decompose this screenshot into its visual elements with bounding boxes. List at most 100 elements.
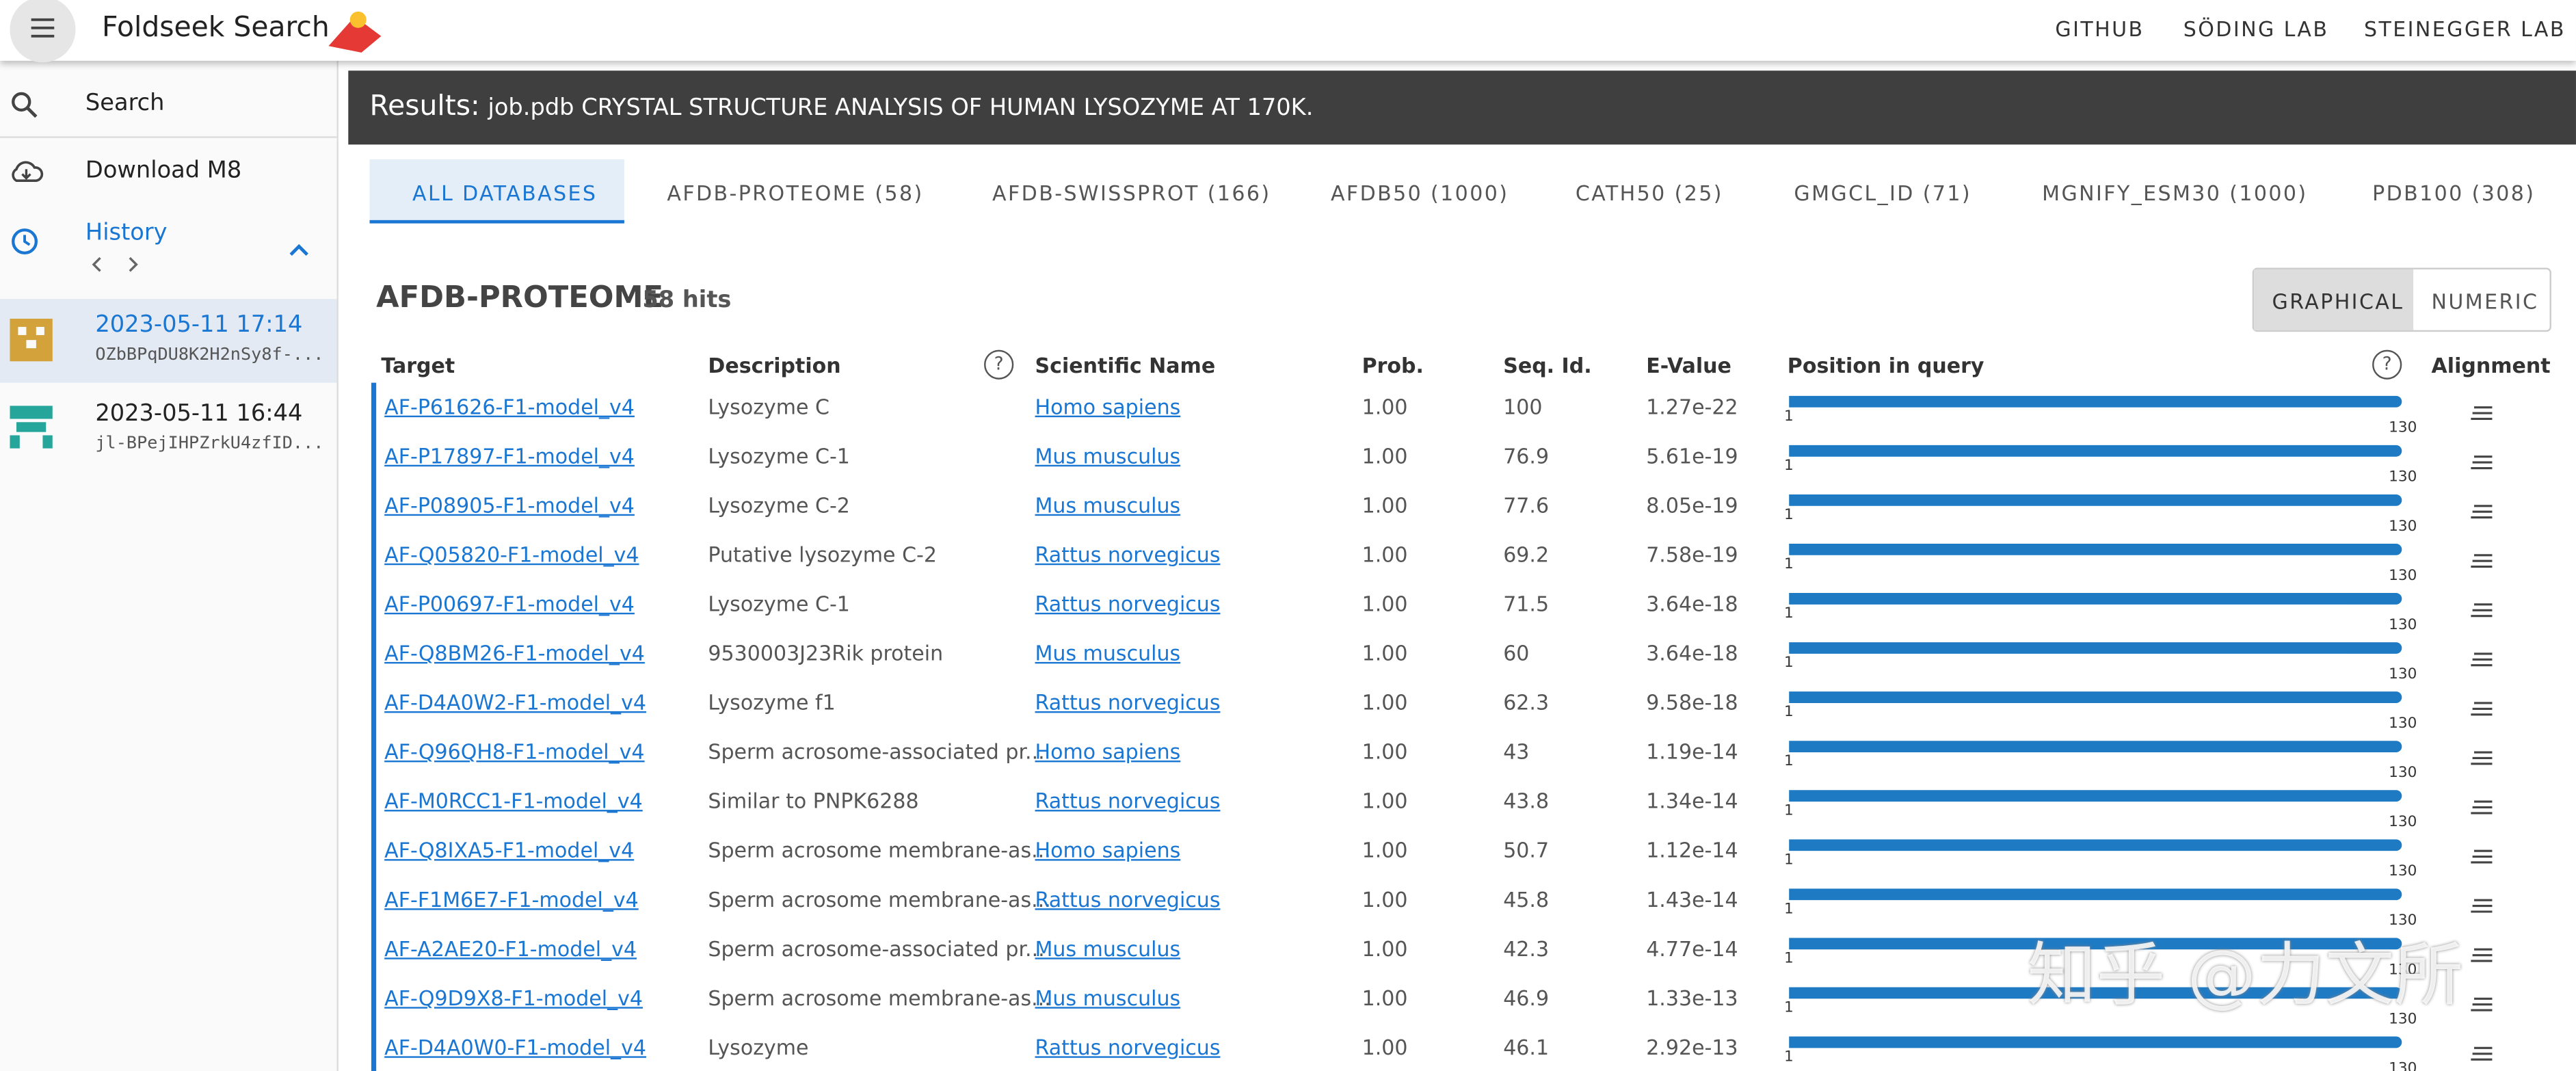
nav-search[interactable]: Search <box>85 90 165 117</box>
history-pager[interactable] <box>85 253 151 276</box>
alignment-icon <box>2471 406 2493 421</box>
e-value: 1.27e-22 <box>1646 394 1738 419</box>
alignment-button[interactable] <box>2471 743 2494 765</box>
alignment-button[interactable] <box>2471 397 2494 421</box>
alignment-button[interactable] <box>2471 792 2494 815</box>
species-link[interactable]: Mus musculus <box>1035 986 1181 1011</box>
probability: 1.00 <box>1362 739 1408 764</box>
query-end: 130 <box>2389 1012 2417 1029</box>
target-link[interactable]: AF-F1M6E7-F1-model_v4 <box>384 886 639 912</box>
top-link[interactable]: SÖDING LAB <box>2183 16 2329 42</box>
tab-active[interactable] <box>369 159 624 224</box>
seq-id: 100 <box>1503 394 1543 419</box>
alignment-icon <box>2471 899 2493 913</box>
query-start: 1 <box>1784 901 1794 918</box>
seq-id: 50.7 <box>1503 837 1550 862</box>
query-start: 1 <box>1784 951 1794 968</box>
db-tab[interactable]: AFDB-PROTEOME (58) <box>667 181 924 206</box>
species-link[interactable]: Rattus norvegicus <box>1035 542 1221 567</box>
seq-id: 46.9 <box>1503 986 1550 1011</box>
position-bar <box>1789 839 2402 851</box>
species-link[interactable]: Homo sapiens <box>1035 739 1181 764</box>
alignment-button[interactable] <box>2471 940 2494 962</box>
target-link[interactable]: AF-A2AE20-F1-model_v4 <box>384 936 637 962</box>
alignment-button[interactable] <box>2471 644 2494 667</box>
db-tab[interactable]: AFDB50 (1000) <box>1330 181 1509 206</box>
position-bar <box>1789 987 2402 999</box>
species-link[interactable]: Rattus norvegicus <box>1035 689 1221 715</box>
column-header: Seq. Id. <box>1503 353 1592 378</box>
species-link[interactable]: Rattus norvegicus <box>1035 788 1221 813</box>
history-selected[interactable] <box>0 299 337 383</box>
db-tab[interactable]: GMGCL_ID (71) <box>1794 181 1971 206</box>
top-link[interactable]: GITHUB <box>2055 16 2145 42</box>
seq-id: 60 <box>1503 640 1530 665</box>
species-link[interactable]: Mus musculus <box>1035 443 1181 468</box>
target-link[interactable]: AF-P00697-F1-model_v4 <box>384 591 635 616</box>
logo <box>328 11 382 53</box>
alignment-icon <box>2471 1046 2493 1061</box>
menu-button[interactable] <box>10 0 76 63</box>
alignment-button[interactable] <box>2471 496 2494 519</box>
query-end: 130 <box>2389 469 2417 486</box>
target-link[interactable]: AF-P08905-F1-model_v4 <box>384 492 635 518</box>
species-link[interactable]: Mus musculus <box>1035 492 1181 518</box>
alignment-button[interactable] <box>2471 693 2494 716</box>
description: Lysozyme f1 <box>708 689 836 715</box>
db-tab[interactable]: AFDB-SWISSPROT (166) <box>992 181 1271 206</box>
target-link[interactable]: AF-Q9D9X8-F1-model_v4 <box>384 986 643 1011</box>
db-tab[interactable]: ALL DATABASES <box>412 181 598 206</box>
target-link[interactable]: AF-D4A0W0-F1-model_v4 <box>384 1035 646 1060</box>
species-link[interactable]: Rattus norvegicus <box>1035 886 1221 912</box>
species-link[interactable]: Rattus norvegicus <box>1035 1035 1221 1060</box>
search-icon <box>12 92 38 118</box>
e-value: 9.58e-18 <box>1646 689 1738 715</box>
position-bar <box>1789 691 2402 703</box>
nav-history[interactable]: History <box>85 220 168 247</box>
species-link[interactable]: Mus musculus <box>1035 640 1181 665</box>
description: Lysozyme C <box>708 394 829 419</box>
probability: 1.00 <box>1362 542 1408 567</box>
alignment-button[interactable] <box>2471 989 2494 1012</box>
view-active[interactable] <box>2254 269 2414 330</box>
view-graphical[interactable]: GRAPHICAL <box>2272 289 2404 314</box>
view-numeric[interactable]: NUMERIC <box>2431 289 2539 314</box>
db-tab[interactable]: MGNIFY_ESM30 (1000) <box>2042 181 2308 206</box>
probability: 1.00 <box>1362 936 1408 962</box>
target-link[interactable]: AF-D4A0W2-F1-model_v4 <box>384 689 646 715</box>
alignment-button[interactable] <box>2471 545 2494 568</box>
probability: 1.00 <box>1362 591 1408 616</box>
target-link[interactable]: AF-Q96QH8-F1-model_v4 <box>384 739 645 764</box>
species-link[interactable]: Mus musculus <box>1035 936 1181 962</box>
collapse-icon[interactable] <box>286 240 312 260</box>
hit-count: 58 hits <box>642 287 732 314</box>
target-link[interactable]: AF-Q8IXA5-F1-model_v4 <box>384 837 635 862</box>
alignment-button[interactable] <box>2471 447 2494 470</box>
history-id: jl-BPejIHPZrkU4zfID... <box>95 434 324 453</box>
history-date[interactable]: 2023-05-11 16:44 <box>95 401 303 427</box>
query-start: 1 <box>1784 458 1794 475</box>
target-link[interactable]: AF-M0RCC1-F1-model_v4 <box>384 788 643 813</box>
top-link[interactable]: STEINEGGER LAB <box>2364 16 2566 42</box>
db-tab[interactable]: PDB100 (308) <box>2372 181 2536 206</box>
nav-download[interactable]: Download M8 <box>85 157 242 185</box>
column-header: Position in query <box>1787 353 1984 378</box>
species-link[interactable]: Homo sapiens <box>1035 837 1181 862</box>
alignment-button[interactable] <box>2471 594 2494 618</box>
target-link[interactable]: AF-P61626-F1-model_v4 <box>384 394 635 419</box>
species-link[interactable]: Rattus norvegicus <box>1035 591 1221 616</box>
target-link[interactable]: AF-Q05820-F1-model_v4 <box>384 542 639 567</box>
target-link[interactable]: AF-P17897-F1-model_v4 <box>384 443 635 468</box>
db-tab[interactable]: CATH50 (25) <box>1575 181 1723 206</box>
alignment-button[interactable] <box>2471 841 2494 864</box>
history-date[interactable]: 2023-05-11 17:14 <box>95 312 303 339</box>
alignment-button[interactable] <box>2471 1038 2494 1061</box>
target-link[interactable]: AF-Q8BM26-F1-model_v4 <box>384 640 645 665</box>
seq-id: 43 <box>1503 739 1530 764</box>
help-icon[interactable]: ? <box>2372 349 2402 380</box>
help-icon[interactable]: ? <box>984 349 1014 380</box>
e-value: 1.34e-14 <box>1646 788 1738 813</box>
alignment-button[interactable] <box>2471 890 2494 913</box>
species-link[interactable]: Homo sapiens <box>1035 394 1181 419</box>
seq-id: 46.1 <box>1503 1035 1550 1060</box>
